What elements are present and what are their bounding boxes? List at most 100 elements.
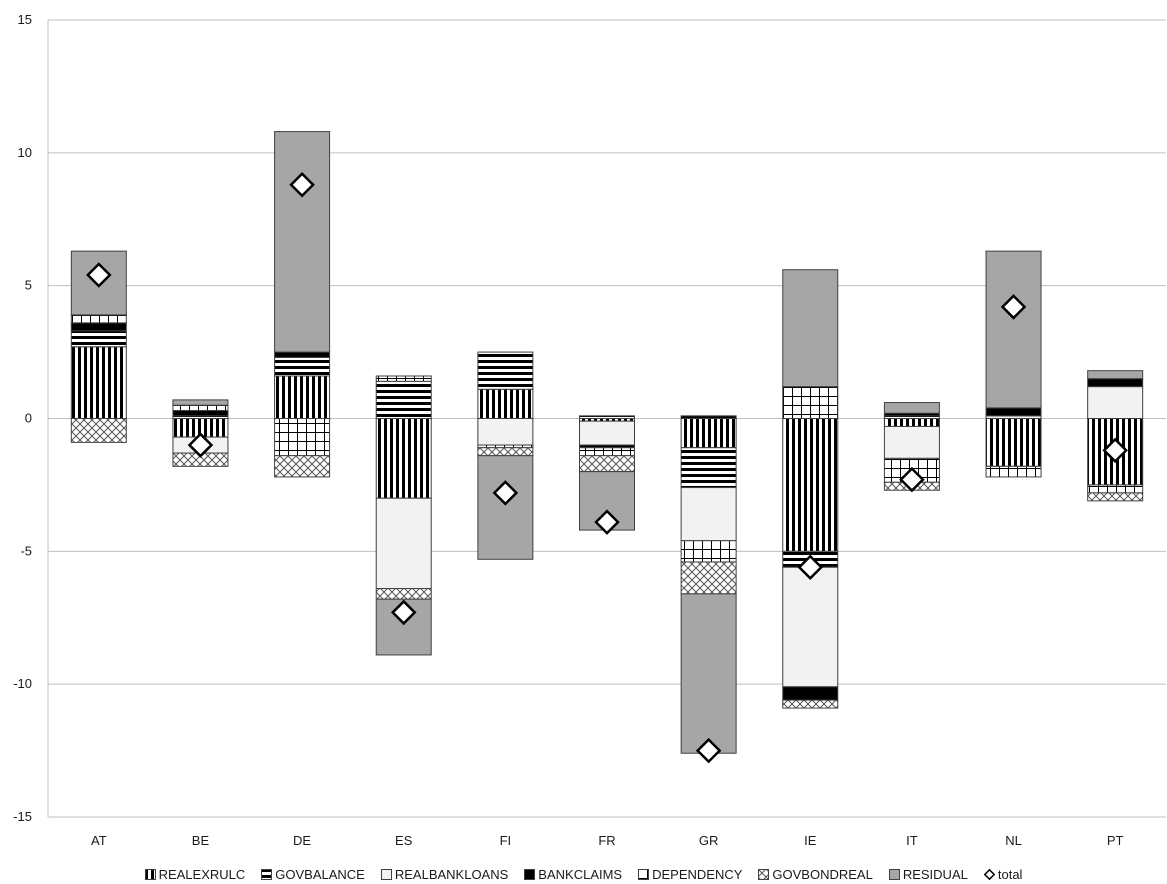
x-tick-label: GR: [699, 833, 719, 848]
total-marker: [1102, 437, 1128, 464]
x-tick-label: AT: [91, 833, 107, 848]
bar-segment-realbankloans: [680, 487, 737, 542]
legend-swatch: [261, 868, 273, 880]
y-tick-label: 10: [18, 145, 32, 160]
bar-segments: [70, 131, 1144, 754]
total-marker: [1000, 294, 1027, 320]
legend-label: DEPENDENCY: [652, 866, 743, 882]
bar-segment-govbalance: [680, 447, 737, 489]
bar-segment-realexrulc: [70, 346, 127, 419]
x-tick-label: IE: [804, 833, 817, 848]
bar-segment-bankclaims: [782, 686, 839, 701]
legend-swatch: [983, 868, 995, 880]
bar-segment-dependency: [172, 404, 229, 412]
y-tick-label: 15: [18, 12, 32, 27]
total-marker: [695, 737, 722, 764]
total-marker: [390, 599, 417, 626]
legend-item-govbondreal: GOVBONDREAL: [758, 866, 873, 882]
bar-segment-realexrulc: [985, 418, 1042, 467]
legend-swatch: [638, 868, 650, 880]
legend-label: GOVBONDREAL: [772, 866, 873, 882]
bar-segment-realbankloans: [1087, 386, 1144, 419]
legend-item-residual: RESIDUAL: [888, 866, 968, 882]
legend: REALEXRULC GOVBALANCE REALBANKLOANS BANKCLA…: [0, 864, 1167, 884]
y-tick-label: -10: [13, 676, 32, 691]
total-marker: [86, 262, 112, 288]
bar-segment-govbalance: [70, 330, 127, 348]
bar-segment-dependency: [375, 375, 432, 382]
legend-swatch: [380, 868, 392, 880]
bar-segment-realexrulc: [883, 418, 940, 427]
bar-segment-residual: [172, 399, 229, 406]
bar-segment-realbankloans: [579, 420, 635, 446]
bar-segment-govbondreal: [477, 447, 534, 457]
legend-item-total: total: [983, 866, 1023, 882]
bar-segment-dependency: [70, 314, 127, 324]
bar-segment-govbalance: [375, 380, 432, 420]
legend-item-bankclaims: BANKCLAIMS: [524, 867, 622, 882]
bar-segment-residual: [274, 131, 331, 353]
bar-segment-govbondreal: [375, 588, 432, 600]
bar-segment-residual: [782, 269, 839, 388]
legend-label: BANKCLAIMS: [538, 866, 623, 882]
legend-label: REALEXRULC: [158, 866, 246, 882]
total-marker: [289, 171, 315, 198]
bar-segment-realbankloans: [477, 418, 534, 446]
legend-swatch: [758, 868, 770, 880]
total-marker: [594, 509, 620, 535]
bar-segment-govbalance: [477, 351, 534, 390]
bar-segment-govbondreal: [579, 455, 635, 473]
bar-segment-govbondreal: [274, 455, 331, 478]
legend-label: total: [997, 866, 1023, 882]
bar-segment-realexrulc: [375, 418, 432, 499]
legend-label: RESIDUAL: [902, 866, 968, 882]
bar-segment-govbalance: [579, 415, 635, 419]
bar-segment-residual: [883, 402, 940, 414]
bar-segment-bankclaims: [985, 407, 1042, 417]
total-marker: [187, 432, 214, 458]
legend-label: GOVBALANCE: [275, 866, 365, 882]
bar-segment-dependency: [782, 386, 839, 419]
legend-item-realexrulc: REALEXRULC: [144, 866, 246, 882]
legend-swatch: [888, 868, 900, 880]
legend-label: REALBANKLOANS: [394, 866, 509, 882]
x-tick-label: PT: [1107, 833, 1124, 848]
legend-swatch: [144, 868, 156, 880]
bar-segment-residual: [1087, 370, 1144, 380]
legend-swatch: [524, 868, 536, 880]
y-tick-label: 5: [25, 278, 32, 293]
x-tick-label: ES: [395, 833, 413, 848]
bar-segment-bankclaims: [172, 410, 229, 417]
legend-item-dependency: DEPENDENCY: [638, 867, 742, 882]
gridlines: [47, 19, 1166, 818]
x-tick-label: DE: [293, 833, 311, 848]
bar-segment-dependency: [579, 447, 635, 457]
bar-segment-dependency: [1087, 484, 1144, 494]
bar-segment-realexrulc: [477, 388, 534, 420]
bar-segment-govbondreal: [70, 418, 127, 443]
x-tick-label: FR: [598, 833, 615, 848]
bar-segment-realexrulc: [680, 418, 737, 449]
bar-segment-govbondreal: [1087, 492, 1144, 502]
bar-segment-bankclaims: [274, 351, 331, 358]
x-axis-tick-labels: AT BE DE ES FI FR GR IE IT NL PT: [91, 833, 1124, 848]
bar-segment-dependency: [680, 540, 737, 563]
total-marker: [899, 466, 925, 493]
legend-item-govbalance: GOVBALANCE: [261, 867, 365, 882]
bar-segment-residual: [477, 455, 534, 560]
y-tick-label: -5: [20, 543, 32, 558]
bar-segment-bankclaims: [680, 415, 737, 419]
bar-segment-realexrulc: [782, 418, 839, 552]
y-tick-label: -15: [13, 809, 32, 824]
bar-segment-govbondreal: [680, 561, 737, 595]
total-marker: [492, 480, 519, 506]
x-tick-label: IT: [906, 833, 918, 848]
x-tick-label: FI: [500, 833, 512, 848]
bar-segment-govbondreal: [782, 699, 839, 709]
bar-segment-realbankloans: [883, 425, 940, 459]
y-axis-tick-labels: 15 10 5 0 -5 -10 -15: [13, 12, 32, 824]
bar-segment-bankclaims: [1087, 378, 1144, 388]
x-tick-label: BE: [192, 833, 210, 848]
bar-segment-realexrulc: [274, 375, 331, 420]
